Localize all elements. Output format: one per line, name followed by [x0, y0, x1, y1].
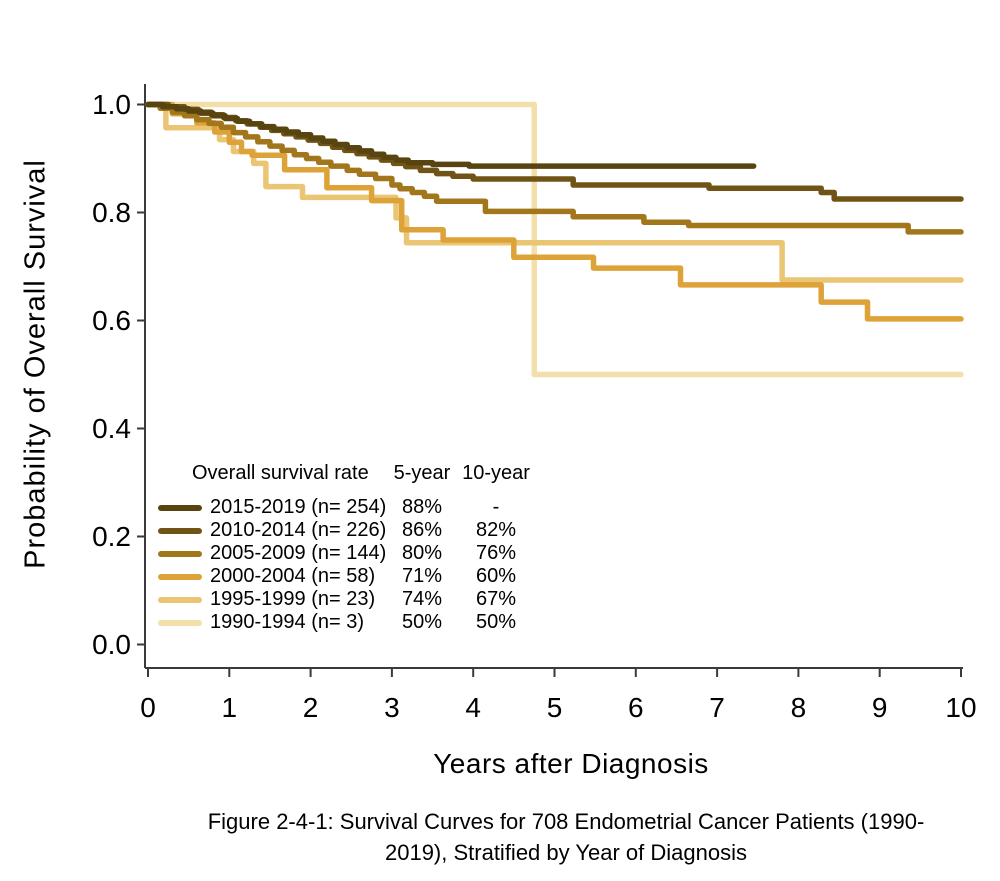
y-tick-label: 0.0: [92, 629, 131, 660]
y-tick-label: 0.2: [92, 521, 131, 552]
y-tick-label: 0.6: [92, 305, 131, 336]
legend-header-5yr: 5-year: [393, 462, 451, 484]
y-tick-label: 0.8: [92, 197, 131, 228]
x-tick-label: 7: [709, 692, 725, 723]
legend-label: 2000-2004 (n= 58): [210, 565, 376, 587]
legend-swatch-1995-1999: [158, 596, 202, 603]
legend-header-title: Overall survival rate: [192, 462, 369, 484]
legend-5yr-value: 86%: [401, 519, 443, 541]
legend-10yr-value: 67%: [475, 588, 517, 610]
legend-5yr-value: 71%: [401, 565, 443, 587]
x-tick-label: 6: [628, 692, 644, 723]
legend-swatch-1990-1994: [158, 619, 202, 626]
legend-label: 1990-1994 (n= 3): [210, 611, 365, 633]
legend-row: 1990-1994 (n= 3) 50% 50%: [158, 611, 536, 634]
legend-10yr-value: 76%: [475, 542, 517, 564]
legend-10yr-value: 50%: [475, 611, 517, 633]
legend-label: 2015-2019 (n= 254): [210, 496, 387, 518]
legend-label: 2010-2014 (n= 226): [210, 519, 387, 541]
legend-5yr-value: 50%: [401, 611, 443, 633]
x-tick-label: 1: [222, 692, 238, 723]
x-tick-label: 0: [140, 692, 156, 723]
legend-label: 1995-1999 (n= 23): [210, 588, 376, 610]
x-tick-label: 4: [465, 692, 481, 723]
y-axis-title: Probability of Overall Survival: [19, 159, 52, 569]
legend-row: 2005-2009 (n= 144) 80% 76%: [158, 542, 536, 565]
legend: Overall survival rate 5-year 10-year 201…: [158, 462, 536, 634]
x-tick-label: 3: [384, 692, 400, 723]
x-tick-label: 5: [547, 692, 563, 723]
legend-header-10yr: 10-year: [462, 462, 530, 484]
legend-swatch-2000-2004: [158, 573, 202, 580]
x-axis-title: Years after Diagnosis: [433, 748, 709, 779]
legend-10yr-value: -: [492, 496, 500, 518]
x-tick-label: 10: [945, 692, 976, 723]
legend-swatch-2005-2009: [158, 550, 202, 557]
legend-5yr-value: 74%: [401, 588, 443, 610]
survival-curve-2015-2019: [145, 101, 757, 169]
legend-row: 2010-2014 (n= 226) 86% 82%: [158, 519, 536, 542]
legend-row: 2015-2019 (n= 254) 88% -: [158, 496, 536, 519]
legend-row: 2000-2004 (n= 58) 71% 60%: [158, 565, 536, 588]
legend-10yr-value: 60%: [475, 565, 517, 587]
legend-swatch-2015-2019: [158, 504, 202, 511]
x-tick-label: 9: [872, 692, 888, 723]
legend-5yr-value: 88%: [401, 496, 443, 518]
survival-curve-2000-2004: [145, 101, 964, 322]
y-tick-label: 0.4: [92, 413, 131, 444]
figure-caption-line1: Figure 2-4-1: Survival Curves for 708 En…: [207, 809, 925, 834]
survival-curve-1990-1994: [145, 101, 964, 378]
legend-swatch-2010-2014: [158, 527, 202, 534]
legend-header: Overall survival rate 5-year 10-year: [158, 462, 536, 485]
x-tick-label: 2: [303, 692, 319, 723]
survival-curve-2005-2009: [145, 101, 964, 235]
legend-5yr-value: 80%: [401, 542, 443, 564]
figure-caption-line2: 2019), Stratified by Year of Diagnosis: [384, 840, 747, 865]
legend-10yr-value: 82%: [475, 519, 517, 541]
legend-label: 2005-2009 (n= 144): [210, 542, 387, 564]
y-tick-label: 1.0: [92, 89, 131, 120]
x-tick-label: 8: [791, 692, 807, 723]
legend-row: 1995-1999 (n= 23) 74% 67%: [158, 588, 536, 611]
figure-caption: Figure 2-4-1: Survival Curves for 708 En…: [132, 806, 1000, 868]
